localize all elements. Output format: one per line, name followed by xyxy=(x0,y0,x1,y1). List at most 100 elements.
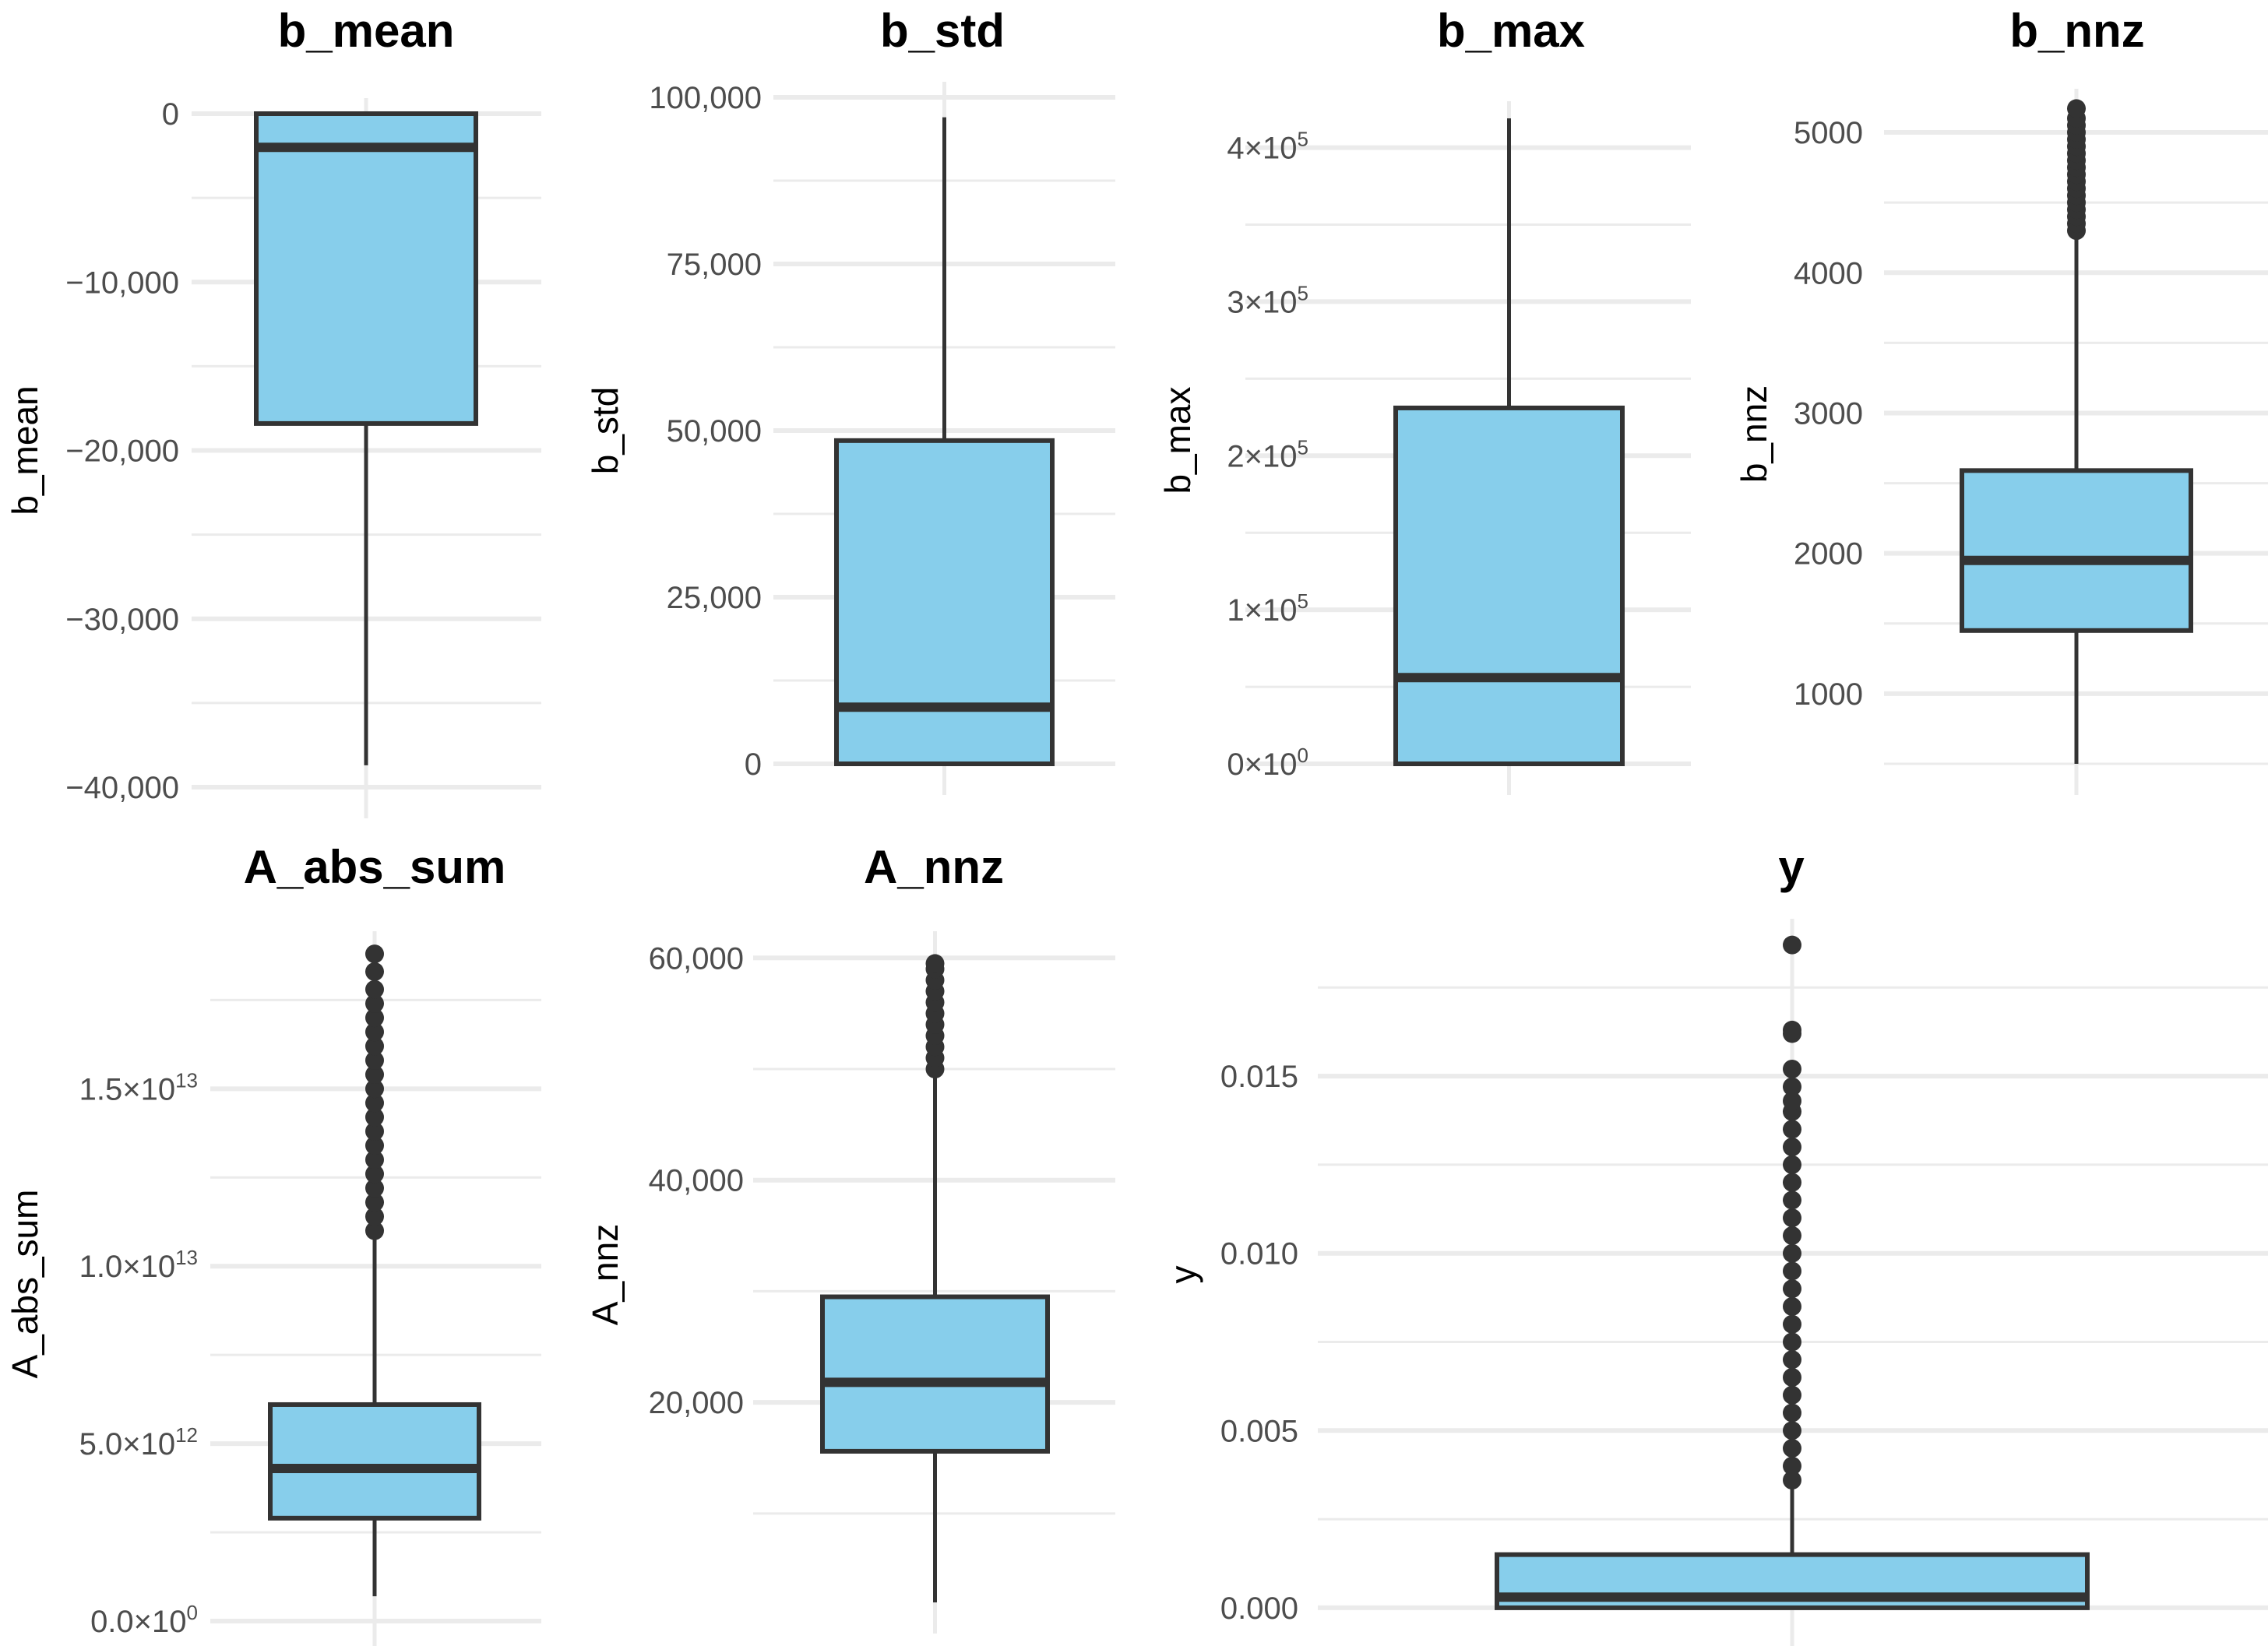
chart-title: b_nnz xyxy=(2009,5,2144,57)
outlier-point xyxy=(365,1178,384,1198)
outlier-point xyxy=(1783,1226,1801,1245)
y-tick-label: 0.0×100 xyxy=(90,1601,198,1639)
outlier-point xyxy=(1783,1350,1801,1370)
box-iqr xyxy=(268,1402,481,1521)
outlier-point xyxy=(365,1221,384,1240)
outlier-point xyxy=(1783,1439,1801,1458)
outlier-point xyxy=(1783,1191,1801,1210)
y-tick-label: 4000 xyxy=(1794,256,1863,290)
y-tick-label: 2×105 xyxy=(1227,435,1308,473)
panel-b-std: 0 25,000 50,000 75,000 100,000 b_std b_std xyxy=(585,5,1115,795)
y-tick-label: 75,000 xyxy=(667,248,762,282)
y-tick-label: 0.010 xyxy=(1220,1237,1298,1271)
y-tick-label: −30,000 xyxy=(65,603,179,637)
y-tick-label: 1.0×1013 xyxy=(79,1246,198,1284)
outlier-point xyxy=(365,1207,384,1226)
outlier-point xyxy=(925,954,945,973)
outlier-point xyxy=(365,1193,384,1212)
outlier-point xyxy=(365,1008,384,1028)
y-tick-label: 25,000 xyxy=(667,581,762,615)
y-tick-label: −20,000 xyxy=(65,434,179,469)
outlier-point xyxy=(1783,1077,1801,1096)
outlier-point xyxy=(1783,1403,1801,1423)
outlier-point xyxy=(365,1065,384,1085)
outlier-point xyxy=(1783,1120,1801,1139)
y-tick-label: 100,000 xyxy=(649,81,762,115)
outlier-point xyxy=(1783,1385,1801,1405)
chart-title: b_std xyxy=(880,5,1005,57)
outlier-point xyxy=(365,1164,384,1184)
y-axis-label: b_nnz xyxy=(1734,385,1774,483)
outlier-point xyxy=(365,1093,384,1113)
outlier-point xyxy=(365,1036,384,1056)
y-axis-label: y xyxy=(1163,1266,1203,1284)
chart-title: y xyxy=(1778,841,1805,893)
y-tick-label: 0.015 xyxy=(1220,1060,1298,1094)
panel-y: 0.000 0.005 0.010 0.015 y y xyxy=(1163,841,2268,1646)
outlier-point xyxy=(1783,1208,1801,1228)
y-tick-label: 20,000 xyxy=(649,1386,744,1420)
outlier-point xyxy=(1783,1456,1801,1475)
box-iqr xyxy=(834,438,1055,767)
box-iqr xyxy=(254,111,478,426)
outlier-point xyxy=(365,962,384,981)
y-tick-label: 0.005 xyxy=(1220,1414,1298,1448)
outlier-point xyxy=(365,1136,384,1155)
y-tick-label: 0 xyxy=(745,747,762,782)
panel-b-max: 0×100 1×105 2×105 3×105 4×105 b_max b_max xyxy=(1157,5,1691,795)
y-tick-label: −40,000 xyxy=(65,771,179,805)
y-tick-label: 0 xyxy=(162,97,179,132)
chart-title: A_nnz xyxy=(864,841,1004,893)
outlier-point xyxy=(1783,1173,1801,1192)
outlier-point xyxy=(1783,935,1801,955)
outlier-point xyxy=(365,944,384,964)
panel-b-nnz: 1000 2000 3000 4000 5000 b_nnz b_nnz xyxy=(1734,5,2268,795)
y-axis-label: b_std xyxy=(585,387,625,475)
outlier-point xyxy=(1783,1368,1801,1387)
panel-b-mean: 0 −10,000 −20,000 −30,000 −40,000 b_mean b_mea… xyxy=(5,5,541,818)
box-iqr xyxy=(1393,405,1625,766)
y-tick-label: 3000 xyxy=(1794,396,1863,431)
chart-title: b_max xyxy=(1437,5,1585,57)
y-tick-label: 40,000 xyxy=(649,1164,744,1198)
y-tick-label: 1.5×1013 xyxy=(79,1068,198,1106)
box-iqr xyxy=(820,1294,1050,1454)
outlier-point xyxy=(1783,1091,1801,1110)
outlier-point xyxy=(1783,1261,1801,1281)
y-axis-label: b_max xyxy=(1157,386,1198,494)
y-tick-label: 5.0×1012 xyxy=(79,1423,198,1461)
outlier-point xyxy=(1783,1279,1801,1299)
outlier-point xyxy=(1783,1138,1801,1157)
panel-a-nnz: 20,000 40,000 60,000 A_nnz A_nnz xyxy=(585,841,1115,1634)
outlier-point xyxy=(2067,99,2086,118)
outlier-point xyxy=(1783,1243,1801,1263)
y-tick-label: 3×105 xyxy=(1227,281,1308,319)
y-axis-label: A_nnz xyxy=(585,1224,625,1325)
outlier-point xyxy=(365,1122,384,1141)
box-iqr xyxy=(1960,468,2193,633)
outlier-point xyxy=(1783,1332,1801,1352)
outlier-point xyxy=(365,1022,384,1042)
chart-title: b_mean xyxy=(278,5,455,57)
outlier-point xyxy=(365,1150,384,1169)
y-tick-label: 0×100 xyxy=(1227,744,1308,782)
outlier-point xyxy=(1783,1020,1801,1039)
y-tick-label: −10,000 xyxy=(65,266,179,300)
outlier-point xyxy=(1783,1471,1801,1490)
y-tick-label: 50,000 xyxy=(667,414,762,448)
outlier-point xyxy=(365,994,384,1013)
outlier-point xyxy=(1783,1155,1801,1174)
outlier-point xyxy=(1783,1296,1801,1316)
y-tick-label: 1×105 xyxy=(1227,589,1308,628)
outlier-point xyxy=(365,1079,384,1099)
y-axis-label: A_abs_sum xyxy=(5,1190,45,1379)
outlier-point xyxy=(365,980,384,999)
outlier-point xyxy=(1783,1059,1801,1078)
chart-title: A_abs_sum xyxy=(244,841,506,893)
outlier-point xyxy=(1783,1421,1801,1440)
y-axis-label: b_mean xyxy=(5,385,45,515)
y-tick-label: 5000 xyxy=(1794,116,1863,150)
panel-a-abs-sum: 0.0×100 5.0×1012 1.0×1013 1.5×1013 A_abs_sum… xyxy=(5,841,541,1646)
outlier-point xyxy=(365,1050,384,1070)
